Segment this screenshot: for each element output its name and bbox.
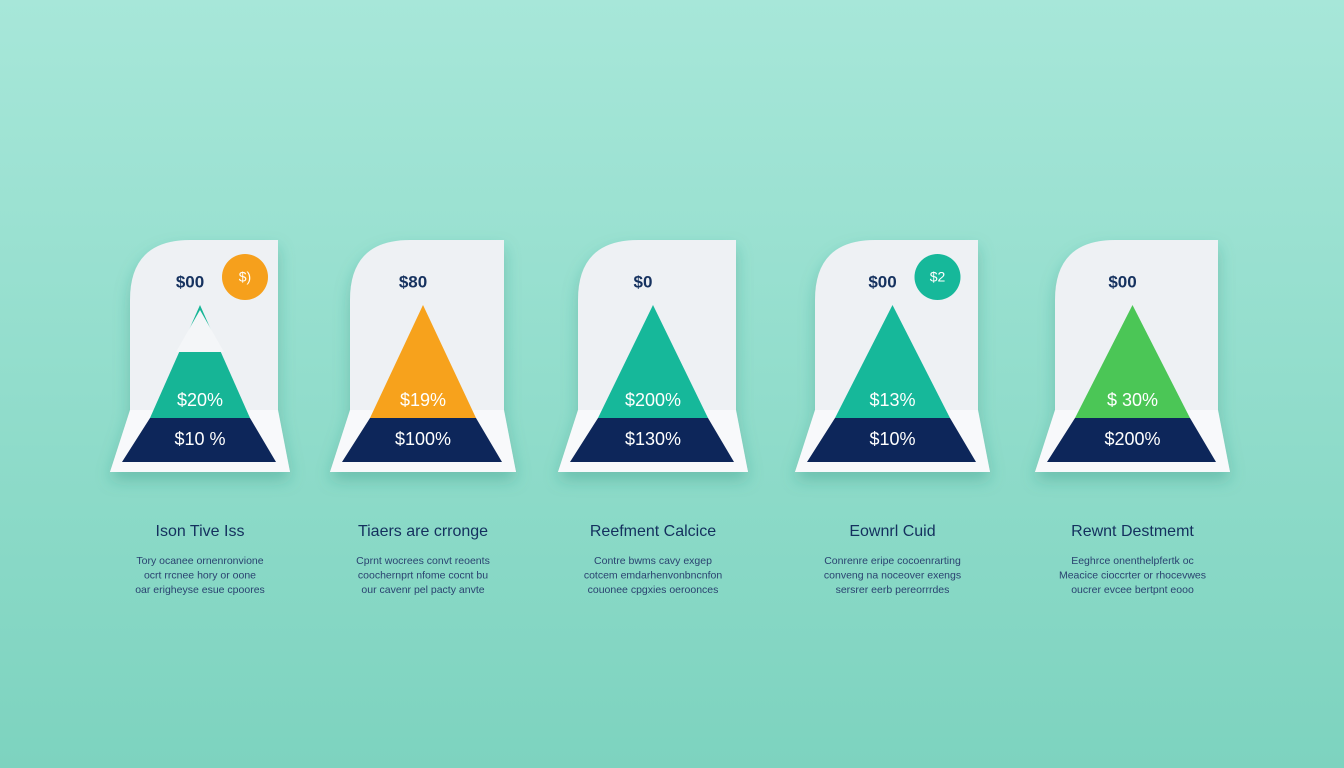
lower-label: $130% [625,429,681,449]
lower-label: $100% [395,429,451,449]
triangle [598,305,708,418]
upper-label: $13% [869,390,915,410]
card-title: Ison Tive Iss [156,523,245,540]
card-description: cotcem emdarhenvonbncnfon [584,569,722,581]
lower-label: $10% [869,429,915,449]
badge-label: $2 [930,269,946,285]
base-band [122,418,276,462]
triangle [835,305,950,418]
price: $00 [868,272,896,291]
card-description: Meacice cioccrter or rhocevwes [1059,569,1206,581]
card-description: coochernprt nfome cocnt bu [358,569,488,581]
upper-label: $19% [400,390,446,410]
price: $0 [634,272,653,291]
card: $00 $ 30% $200% [1035,240,1230,472]
card-description: Conrenre eripe cocoenrarting [824,555,961,567]
upper-label: $ 30% [1107,390,1158,410]
price: $00 [1108,272,1136,291]
card-description: Eeghrce onenthelpfertk oc [1071,555,1194,567]
upper-label: $20% [177,390,223,410]
base-band [342,418,502,462]
card-title: Rewnt Destmemt [1071,523,1194,540]
card: $80 $19% $100% [330,240,516,472]
badge [914,254,961,300]
card-description: oucrer evcee bertpnt eooo [1071,584,1194,596]
card: $00 $) $20% $10 % [110,240,290,472]
card-title: Tiaers are crronge [358,523,488,540]
card-description: couonee cpgxies oeroonces [588,584,719,596]
base-band [807,418,976,462]
cards: $00 $) $20% $10 % Ison Tive Iss Tory ocanee o… [110,240,1230,596]
card-description: Contre bwms cavy exgep [594,555,712,567]
base-band [570,418,734,462]
card-description: oar erigheyse esue cpoores [135,584,265,596]
card-title: Reefment Calcice [590,523,716,540]
price: $80 [399,272,427,291]
triangle [370,305,476,418]
triangle-tip [176,310,224,352]
triangle [1075,305,1190,418]
card-description: ocrt rrcnee hory or oone [144,569,256,581]
badge-label: $) [239,269,251,285]
card-description: Cprnt wocrees convt reoents [356,555,490,567]
card-description: conveng na noceover exengs [824,569,961,581]
card: $00 $2 $13% $10% [795,240,990,472]
lower-label: $10 % [174,429,225,449]
price: $00 [176,272,204,291]
upper-label: $200% [625,390,681,410]
badge [222,254,268,300]
base-band [1047,418,1216,462]
card-description: our cavenr pel pacty anvte [361,584,484,596]
card-description: Tory ocanee ornenronvione [136,555,263,567]
triangle [150,305,250,418]
card: $0 $200% $130% [558,240,748,472]
lower-label: $200% [1104,429,1160,449]
card-description: sersrer eerb pereorrrdes [836,584,950,596]
card-title: Eownrl Cuid [849,523,935,540]
